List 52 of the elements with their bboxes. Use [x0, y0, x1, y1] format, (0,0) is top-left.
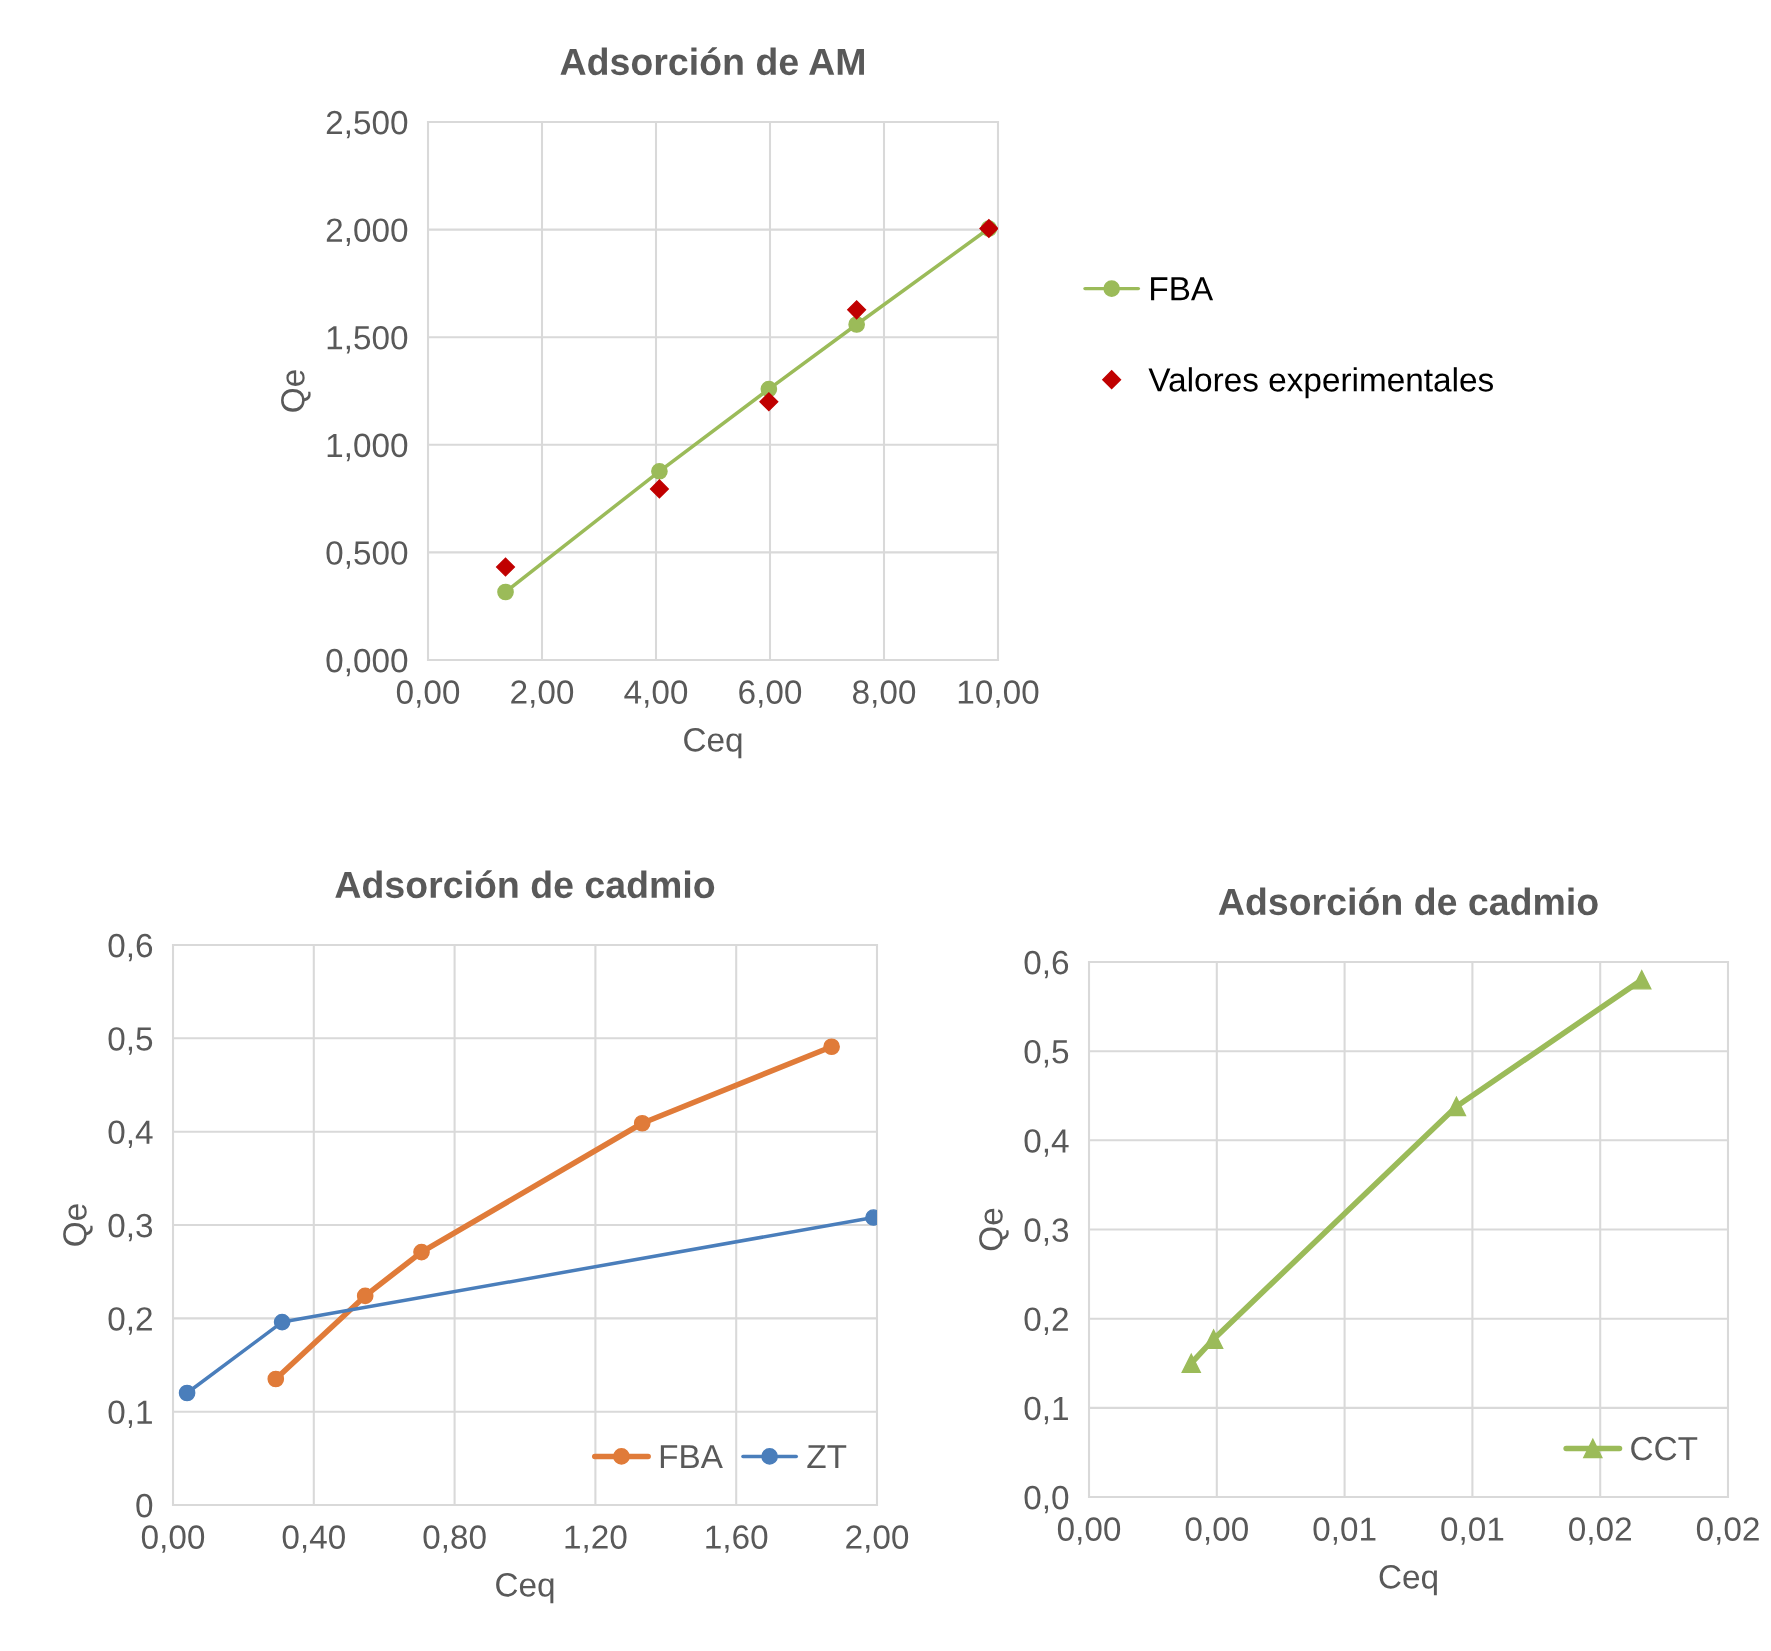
x-tick-label: 8,00 [853, 680, 916, 708]
y-tick-label: 0,4 [1024, 1129, 1069, 1157]
x-tick-label: 2,00 [846, 1525, 909, 1553]
x-tick-label: 6,00 [739, 680, 802, 708]
chart-title: Adsorción de cadmio [1218, 887, 1598, 916]
chart-title: Adsorción de cadmio [335, 870, 715, 899]
legend-label: Valores experimentales [1148, 367, 1493, 399]
legend-label: FBA [660, 1445, 723, 1469]
x-tick-label: 0,00 [141, 1525, 205, 1553]
y-tick-label: 0,1 [108, 1400, 152, 1429]
y-tick-label: 0,000 [326, 648, 408, 677]
legend-label: ZT [807, 1445, 847, 1469]
y-tick-label: 0,3 [108, 1213, 153, 1242]
y-axis-title: Qe [979, 1208, 1009, 1251]
chart-title: Adsorción de AM [560, 47, 864, 76]
x-tick-label: 0,00 [396, 680, 460, 708]
x-tick-label: 0,02 [1569, 1517, 1631, 1545]
x-tick-label: 0,01 [1441, 1517, 1504, 1545]
x-tick-label: 0,00 [1057, 1517, 1121, 1545]
legend-label: CCT [1631, 1436, 1698, 1461]
x-axis-title: Ceq [1379, 1565, 1437, 1596]
x-tick-label: 10,00 [958, 680, 1039, 708]
y-tick-label: 0,6 [108, 933, 153, 962]
x-tick-label: 2,00 [511, 680, 574, 708]
y-tick-label: 0,0 [1024, 1485, 1069, 1514]
x-tick-label: 1,20 [565, 1525, 627, 1553]
y-tick-label: 2,500 [326, 110, 408, 139]
y-tick-label: 0,4 [108, 1120, 153, 1149]
x-tick-label: 0,40 [282, 1525, 345, 1553]
y-tick-label: 0,500 [326, 541, 408, 569]
x-tick-label: 0,00 [1185, 1517, 1248, 1545]
y-tick-label: 1,000 [327, 433, 408, 462]
x-tick-label: 0,80 [423, 1525, 486, 1553]
x-axis-title: Ceq [684, 728, 742, 759]
x-tick-label: 4,00 [624, 680, 688, 708]
y-tick-label: 0,5 [108, 1027, 153, 1055]
y-tick-label: 0,6 [1024, 950, 1069, 979]
y-tick-label: 0,2 [108, 1307, 152, 1335]
legend-label: FBA [1151, 277, 1214, 301]
y-tick-label: 0,5 [1024, 1039, 1069, 1068]
y-tick-label: 0,2 [1024, 1307, 1068, 1336]
x-axis-title: Ceq [496, 1573, 554, 1604]
y-tick-label: 0,1 [1024, 1396, 1068, 1425]
x-tick-label: 1,60 [706, 1525, 768, 1553]
y-axis-title: Qe [63, 1204, 93, 1246]
y-tick-label: 0,3 [1024, 1218, 1069, 1246]
x-tick-label: 0,02 [1696, 1517, 1759, 1545]
y-tick-label: 1,500 [327, 326, 408, 354]
y-axis-title: Qe [281, 370, 311, 412]
x-tick-label: 0,01 [1313, 1517, 1376, 1545]
y-tick-label: 0 [136, 1493, 153, 1518]
y-tick-label: 2,000 [326, 218, 408, 246]
